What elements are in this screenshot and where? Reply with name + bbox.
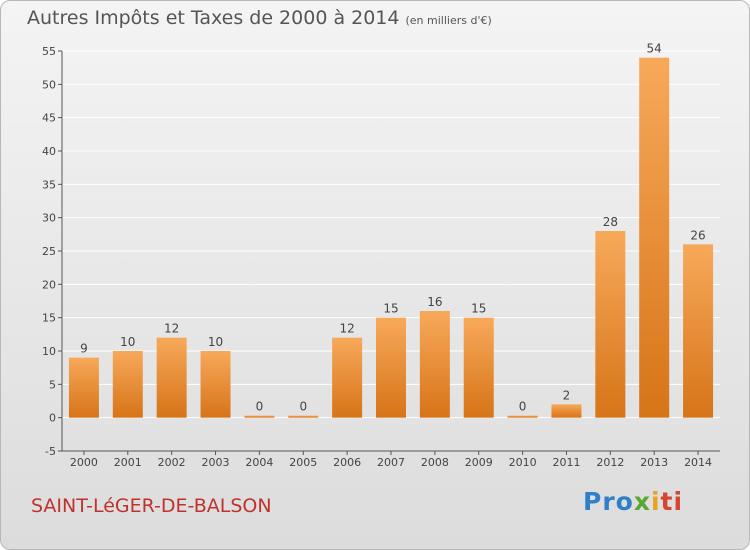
x-tick-label: 2000: [70, 456, 98, 469]
x-tick-label: 2009: [465, 456, 493, 469]
y-tick-label: 30: [42, 212, 56, 225]
data-label: 0: [519, 400, 527, 414]
x-tick-label: 2001: [114, 456, 142, 469]
data-label: 12: [164, 322, 179, 336]
data-label: 12: [339, 322, 354, 336]
chart-title: Autres Impôts et Taxes de 2000 à 2014 (en…: [27, 7, 492, 29]
y-tick-label: -5: [45, 445, 56, 458]
bar: [683, 244, 714, 418]
x-tick-label: 2008: [421, 456, 449, 469]
data-label: 15: [471, 302, 486, 316]
bar: [156, 337, 187, 418]
x-tick-label: 2011: [552, 456, 580, 469]
data-label: 9: [80, 342, 88, 356]
x-tick-label: 2002: [158, 456, 186, 469]
data-label: 15: [383, 302, 398, 316]
x-tick-label: 2004: [245, 456, 273, 469]
x-tick-label: 2007: [377, 456, 405, 469]
y-tick-label: 10: [42, 345, 56, 358]
logo-part-3: i: [650, 487, 661, 516]
place-name: SAINT-LéGER-DE-BALSON: [31, 495, 272, 517]
data-label: 10: [120, 335, 135, 349]
y-tick-label: 40: [42, 145, 56, 158]
y-tick-label: 5: [49, 378, 56, 391]
bar: [639, 57, 670, 418]
x-tick-label: 2010: [509, 456, 537, 469]
data-label: 16: [427, 295, 442, 309]
x-tick-label: 2006: [333, 456, 361, 469]
bar: [112, 351, 143, 418]
bar: [332, 337, 363, 418]
x-tick-label: 2013: [640, 456, 668, 469]
bar: [419, 311, 450, 418]
y-tick-label: 0: [49, 412, 56, 425]
y-tick-label: 15: [42, 312, 56, 325]
y-tick-label: 55: [42, 45, 56, 58]
x-tick-label: 2005: [289, 456, 317, 469]
y-tick-label: 35: [42, 178, 56, 191]
bar: [288, 415, 319, 418]
data-label: 26: [690, 228, 705, 242]
bar: [595, 231, 626, 418]
bar: [551, 404, 582, 418]
logo-part-1: Pro: [583, 487, 634, 516]
data-label: 10: [208, 335, 223, 349]
y-tick-label: 25: [42, 245, 56, 258]
data-label: 28: [603, 215, 618, 229]
logo-part-4: ti: [660, 487, 684, 516]
chart-unit: (en milliers d'€): [405, 14, 492, 27]
y-tick-label: 50: [42, 78, 56, 91]
data-label: 0: [256, 400, 264, 414]
bar: [244, 415, 275, 418]
data-label: 0: [299, 400, 307, 414]
x-tick-label: 2014: [684, 456, 712, 469]
x-tick-label: 2003: [202, 456, 230, 469]
chart-title-text: Autres Impôts et Taxes de 2000 à 2014: [27, 7, 400, 29]
data-label: 54: [647, 42, 662, 56]
y-tick-label: 45: [42, 112, 56, 125]
logo-part-2: x: [633, 487, 651, 516]
proxiti-logo: Proxiti: [583, 487, 683, 516]
data-label: 2: [563, 388, 571, 402]
bar: [463, 317, 494, 418]
bar: [200, 351, 231, 418]
x-tick-label: 2012: [596, 456, 624, 469]
bar: [507, 415, 538, 418]
bar: [376, 317, 406, 418]
bar: [68, 357, 99, 418]
y-tick-label: 20: [42, 278, 56, 291]
